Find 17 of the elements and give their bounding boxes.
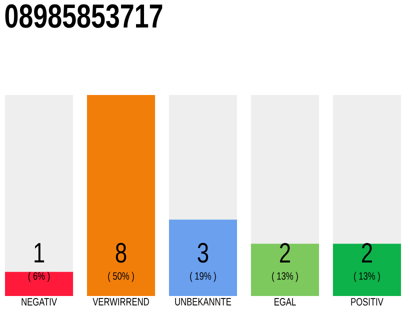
data-label: ( 6% ) (28, 272, 50, 282)
annotation: 2 (280, 242, 290, 263)
annotation: 8 (116, 242, 126, 263)
annotation: 2 (362, 242, 372, 263)
x-tick-label: VERWIRREND (92, 298, 149, 306)
data-label: ( 19% ) (190, 272, 216, 282)
chart-title: 08985853717 (5, 4, 162, 28)
data-label: ( 13% ) (354, 272, 380, 282)
data-label: ( 13% ) (272, 272, 298, 282)
x-tick-label: NEGATIV (22, 298, 57, 306)
x-tick-label: UNBEKANNTE (175, 298, 232, 306)
annotation: 1 (34, 243, 44, 262)
x-tick-label: POSITIV (351, 298, 384, 306)
bar (5, 272, 74, 296)
annotation: 3 (198, 242, 208, 263)
x-tick-label: EGAL (274, 298, 296, 306)
data-label: ( 50% ) (108, 272, 134, 282)
